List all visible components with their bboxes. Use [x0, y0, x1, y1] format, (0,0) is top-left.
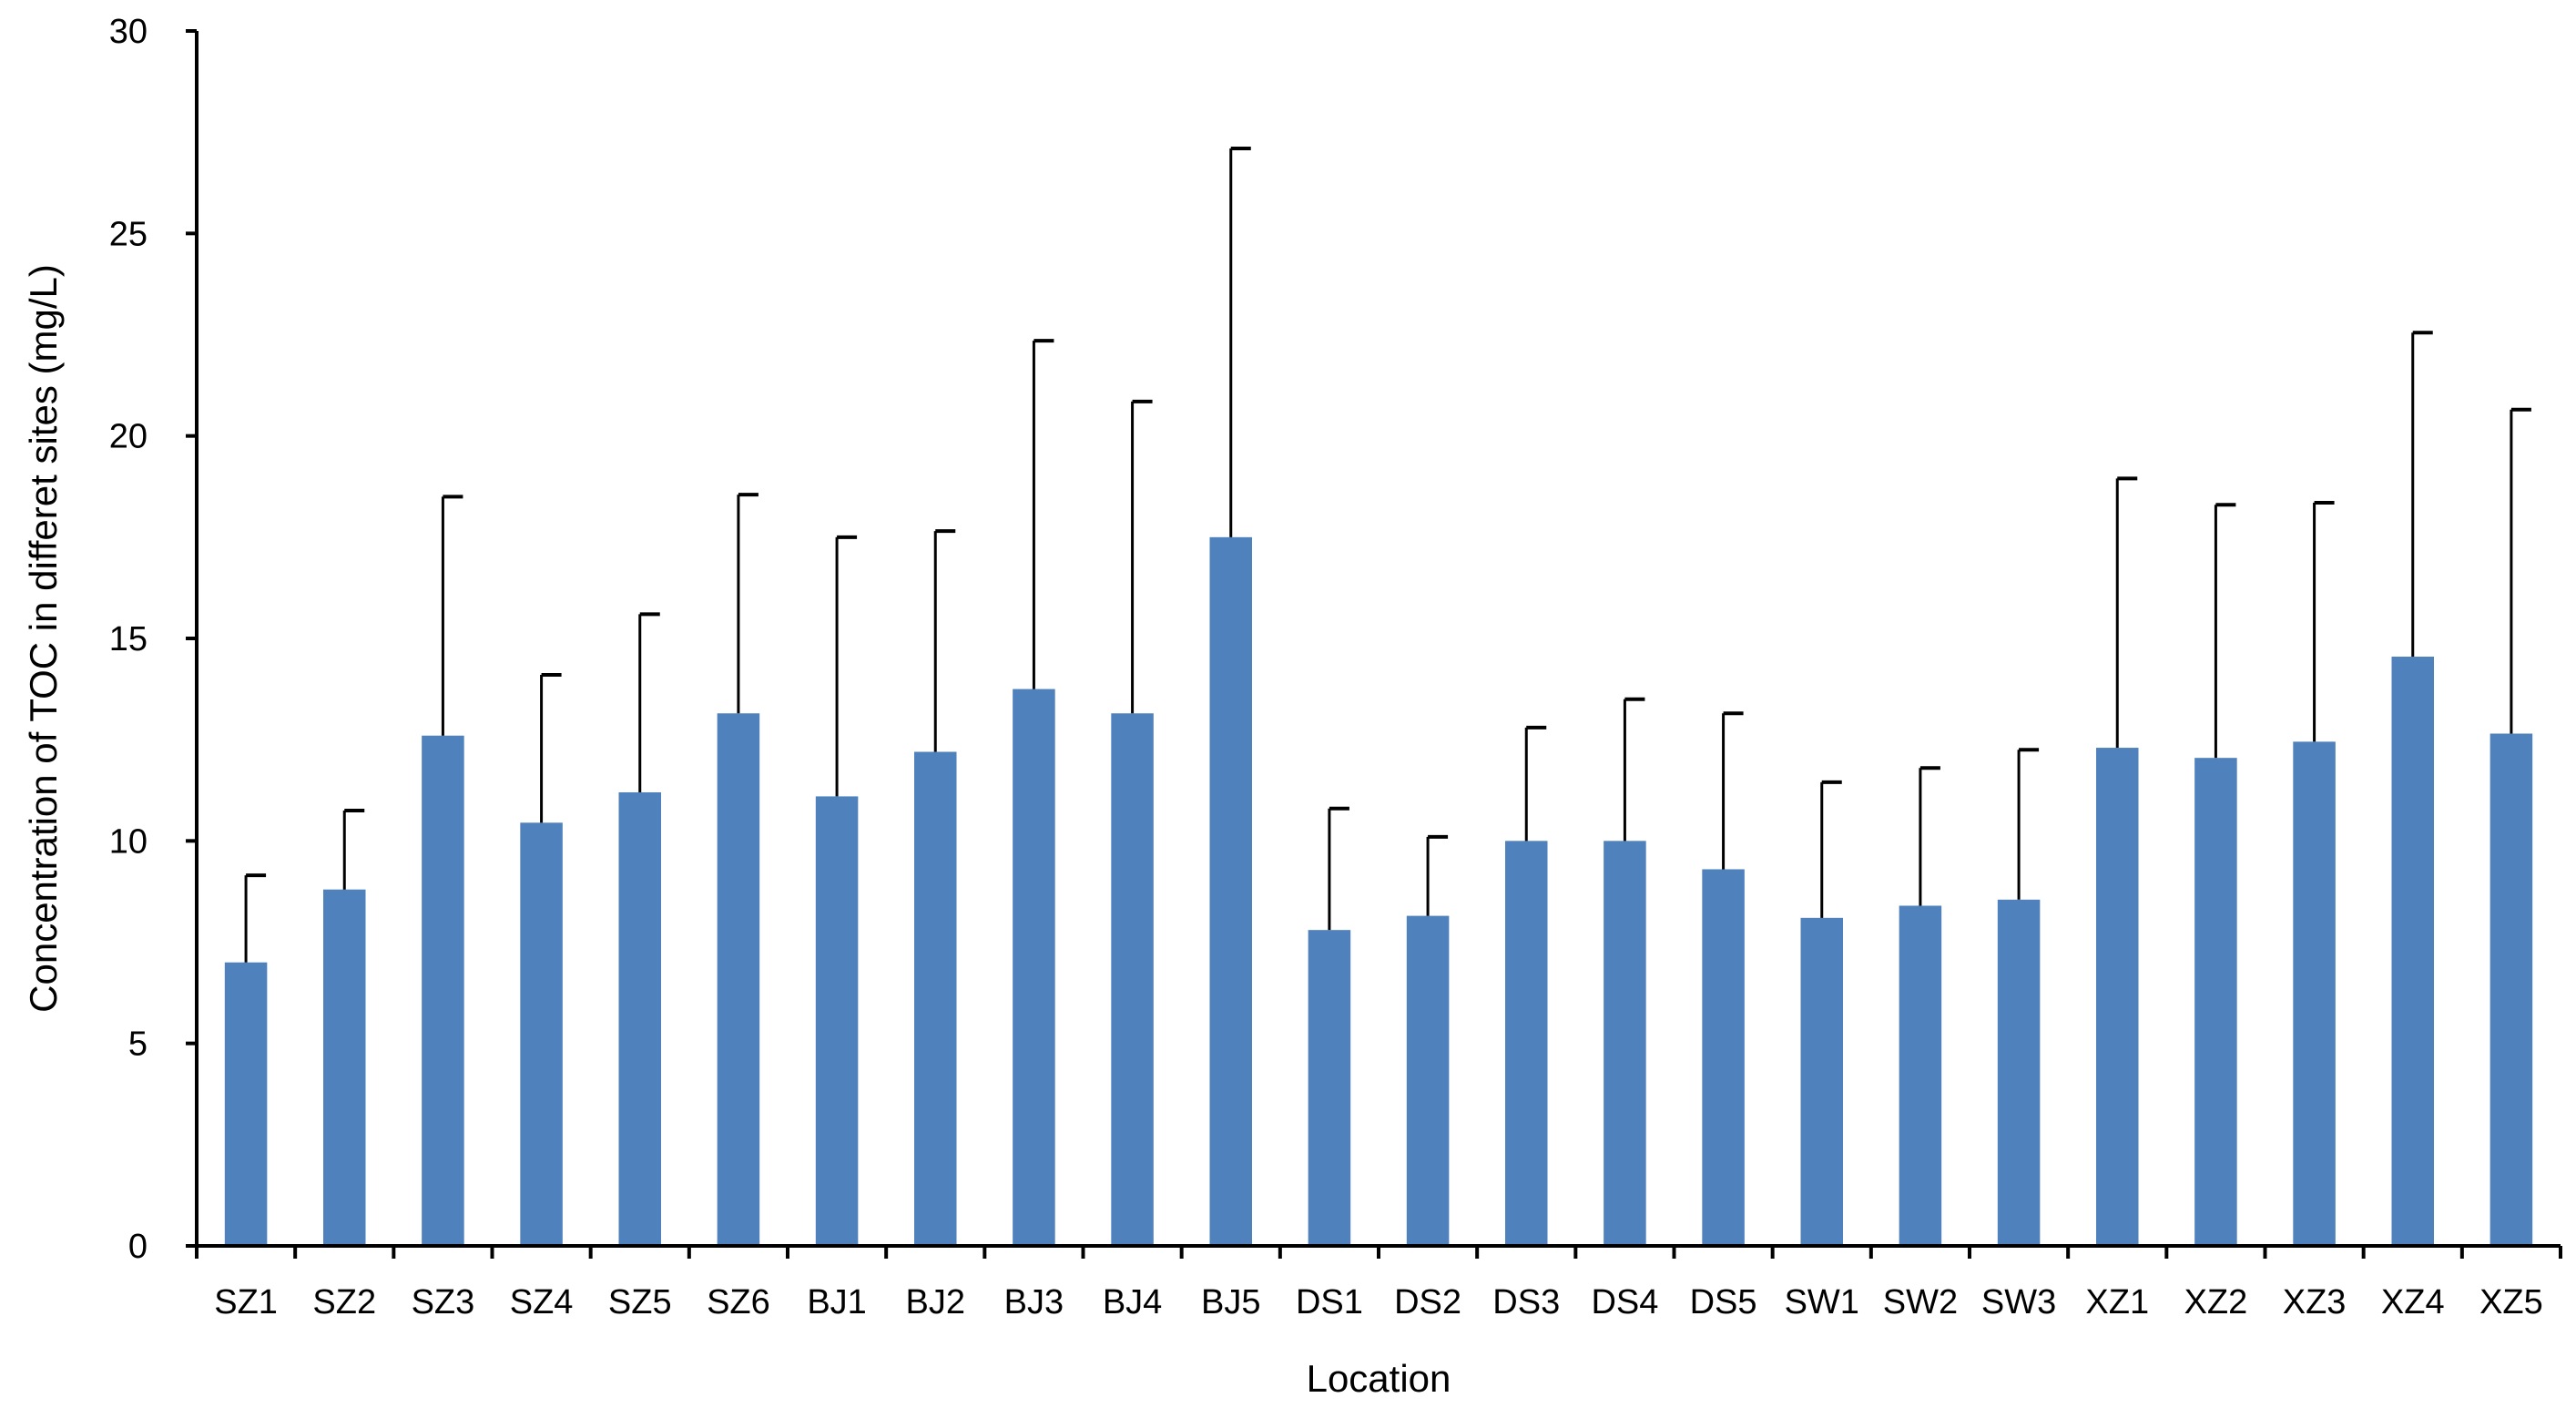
bar	[1504, 841, 1548, 1246]
x-tick-label: SW3	[1981, 1283, 2056, 1321]
bar	[1997, 899, 2041, 1246]
bar	[1406, 915, 1450, 1246]
bar	[422, 735, 464, 1246]
y-ticks-layer: 0 5 10 15 20 25 30	[109, 13, 197, 1266]
y-tick-label: 25	[109, 215, 148, 253]
bars-layer	[224, 536, 2533, 1246]
x-axis-title: Location	[1307, 1357, 1451, 1400]
x-tick-label: SZ3	[412, 1283, 475, 1321]
bar	[520, 822, 563, 1246]
x-tick-label: SW2	[1883, 1283, 1958, 1321]
x-tick-label: DS4	[1591, 1283, 1658, 1321]
x-tick-label: SW1	[1785, 1283, 1859, 1321]
bar	[322, 889, 366, 1246]
bar	[2095, 748, 2139, 1246]
y-tick-label: 15	[109, 620, 148, 658]
x-tick-label: SZ1	[214, 1283, 278, 1321]
bar	[1800, 917, 1844, 1246]
bar	[815, 796, 859, 1246]
y-tick-label: 30	[109, 13, 148, 51]
error-bars-layer	[244, 146, 2531, 963]
bar	[1209, 536, 1253, 1246]
bar	[1013, 689, 1055, 1246]
bar	[1899, 905, 1942, 1246]
x-tick-label: BJ5	[1201, 1283, 1260, 1321]
bar	[913, 751, 957, 1246]
bar	[618, 791, 662, 1246]
bar	[2293, 741, 2336, 1246]
bar	[1604, 841, 1646, 1246]
bar	[1702, 869, 1745, 1246]
x-ticks-layer: SZ1 SZ2 SZ3 SZ4 SZ5 SZ6 BJ1 BJ2 BJ3 BJ4 BJ5 DS1 DS2 D…	[195, 1246, 2562, 1321]
x-tick-label: DS3	[1492, 1283, 1560, 1321]
bar	[224, 962, 268, 1246]
bar	[1308, 930, 1351, 1246]
y-axis-title: Concentration of TOC in differet sites (…	[22, 264, 65, 1013]
bar	[2194, 758, 2237, 1246]
y-tick-label: 5	[128, 1025, 148, 1064]
bar	[2489, 733, 2533, 1246]
x-tick-label: XZ3	[2283, 1283, 2347, 1321]
x-tick-label: SZ4	[510, 1283, 574, 1321]
bar	[1111, 713, 1154, 1246]
y-tick-label: 10	[109, 822, 148, 861]
x-tick-label: BJ1	[807, 1283, 866, 1321]
x-tick-label: XZ2	[2184, 1283, 2248, 1321]
x-tick-label: BJ3	[1004, 1283, 1064, 1321]
x-tick-label: DS2	[1394, 1283, 1461, 1321]
bar	[2391, 657, 2435, 1246]
x-tick-label: XZ1	[2085, 1283, 2149, 1321]
x-tick-label: DS1	[1296, 1283, 1363, 1321]
x-tick-label: BJ2	[906, 1283, 965, 1321]
x-tick-label: XZ4	[2381, 1283, 2445, 1321]
x-tick-label: SZ5	[608, 1283, 672, 1321]
x-tick-label: SZ2	[312, 1283, 376, 1321]
x-tick-label: XZ5	[2479, 1283, 2543, 1321]
x-tick-label: DS5	[1690, 1283, 1757, 1321]
y-tick-label: 0	[128, 1228, 148, 1266]
bar	[717, 713, 760, 1246]
x-tick-label: SZ6	[707, 1283, 770, 1321]
x-tick-label: BJ4	[1103, 1283, 1162, 1321]
y-tick-label: 20	[109, 418, 148, 456]
